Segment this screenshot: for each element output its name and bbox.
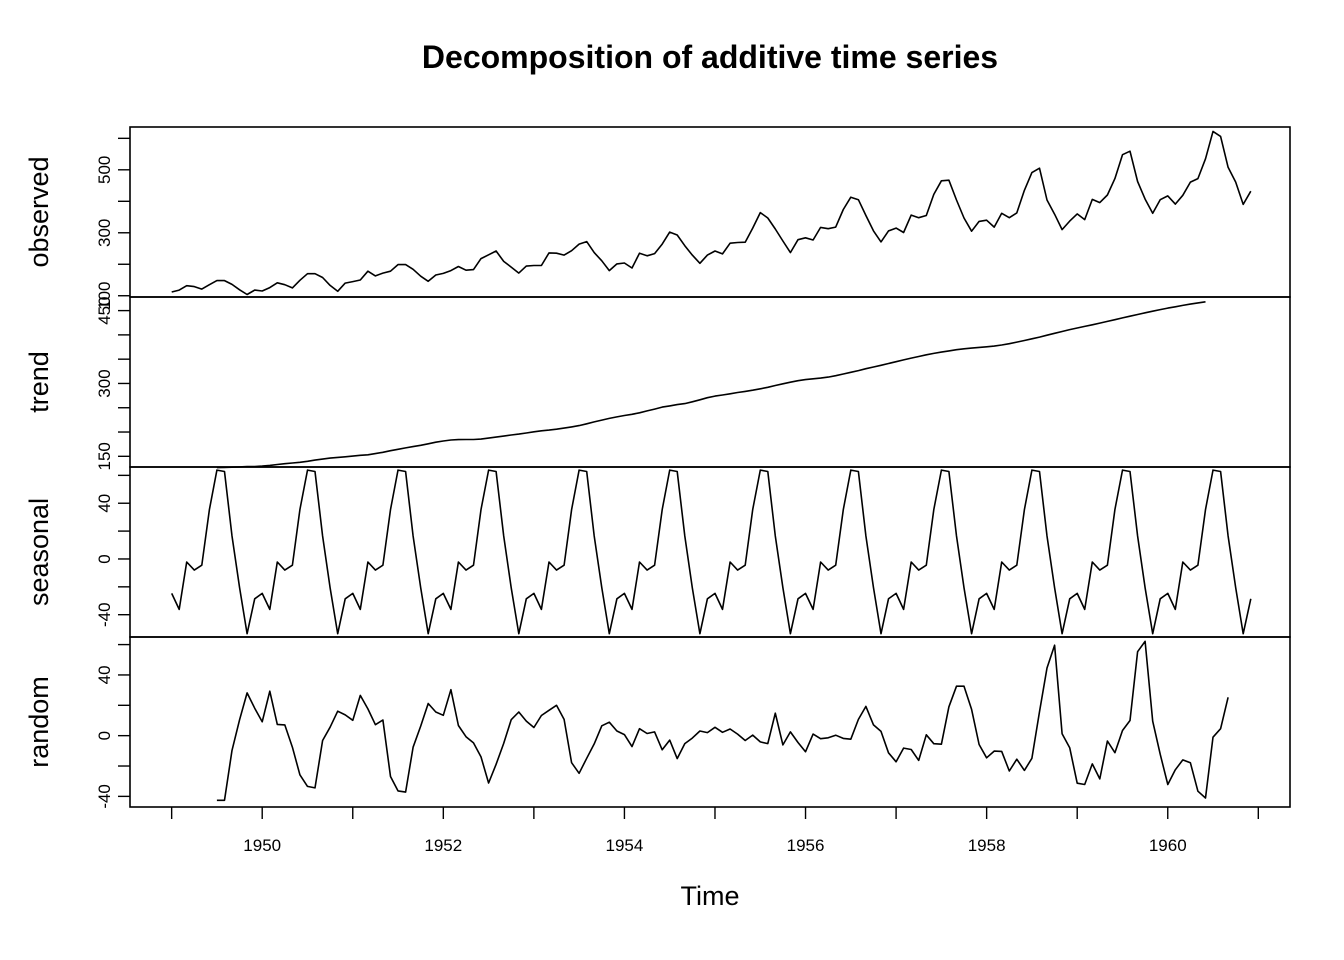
y-axis-label-random: random: [24, 676, 54, 768]
x-tick-label: 1956: [787, 836, 825, 855]
y-tick-label-trend: 300: [95, 369, 114, 397]
series-seasonal: [170, 469, 1252, 635]
panel-seasonal: -40 0 40 seasonal: [24, 466, 1291, 638]
y-axis-label-seasonal: seasonal: [24, 498, 54, 606]
panel-random: -40 0 40 random: [24, 636, 1291, 809]
y-tick-label-seasonal: 0: [95, 554, 114, 563]
x-tick-label: 1958: [968, 836, 1006, 855]
x-tick-label: 1950: [243, 836, 281, 855]
y-tick-label-seasonal: -40: [95, 602, 114, 627]
panels: 100 300 500 observed 150 300 450 trend -40 0 40 sea…: [24, 126, 1291, 809]
y-axis-label-trend: trend: [24, 351, 54, 413]
x-axis-label: Time: [681, 881, 740, 911]
chart-title: Decomposition of additive time series: [422, 39, 998, 75]
x-tick-label: 1954: [606, 836, 644, 855]
series-random: [216, 640, 1229, 802]
y-axis-label-observed: observed: [24, 156, 54, 267]
y-tick-label-observed: 500: [95, 156, 114, 184]
y-tick-label-observed: 100: [95, 282, 114, 310]
panel-frame-trend: [129, 296, 1291, 468]
x-tick-label: 1960: [1149, 836, 1187, 855]
x-tick-label: 1952: [424, 836, 462, 855]
panel-frame-observed: [129, 126, 1291, 298]
panel-observed: 100 300 500 observed: [24, 126, 1291, 310]
y-tick-label-observed: 300: [95, 219, 114, 247]
y-tick-label-seasonal: 40: [95, 494, 114, 513]
y-tick-label-random: 0: [95, 731, 114, 740]
panel-trend: 150 300 450 trend: [24, 296, 1291, 470]
series-trend: [216, 301, 1206, 469]
y-tick-label-trend: 450: [95, 296, 114, 324]
y-tick-label-random: -40: [95, 784, 114, 809]
y-tick-label-trend: 150: [95, 442, 114, 470]
x-axis: 1950 1952 1954 1956 1958 1960: [170, 807, 1260, 855]
y-tick-label-random: 40: [95, 665, 114, 684]
panel-frame-random: [129, 636, 1291, 808]
series-observed: [171, 130, 1252, 296]
